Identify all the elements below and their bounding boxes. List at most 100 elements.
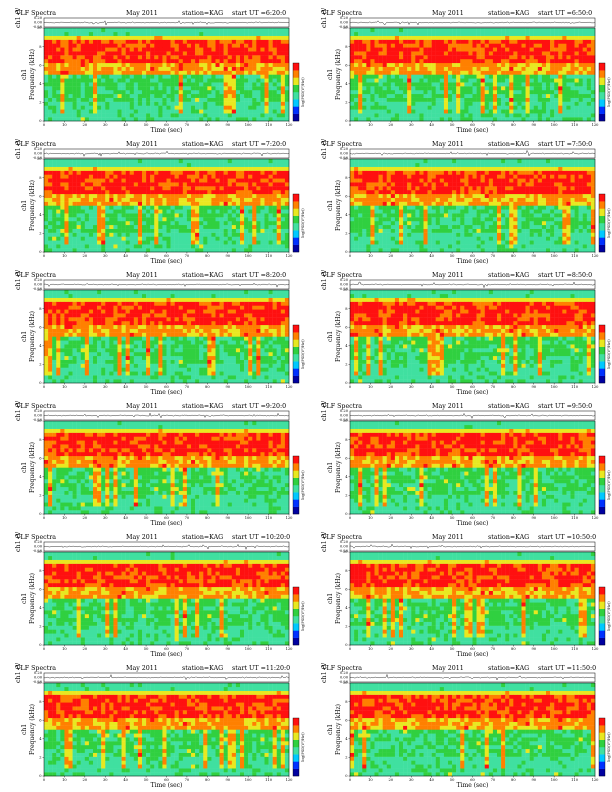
- spectrogram-cell: [415, 55, 420, 60]
- spectrogram-cell: [244, 74, 249, 79]
- spectrogram-cell: [125, 28, 130, 33]
- spectrogram-cell: [378, 82, 383, 87]
- spectrogram-cell: [97, 228, 102, 233]
- spectrogram-cell: [358, 182, 363, 187]
- spectrogram-cell: [362, 248, 367, 253]
- spectrogram-cell: [76, 82, 81, 87]
- spectrogram-cell: [68, 182, 73, 187]
- spectrogram-cell: [142, 186, 147, 191]
- spectrogram-cell: [60, 117, 65, 122]
- trace-ylabel: ch1 (V): [321, 139, 328, 159]
- spectrogram-cell: [117, 113, 122, 118]
- spectrogram-cell: [358, 232, 363, 237]
- spectrogram-cell: [488, 86, 494, 91]
- spectrogram-cell: [68, 221, 73, 226]
- spectrogram-cell: [117, 244, 122, 249]
- spectrogram-cell: [125, 170, 130, 175]
- spectrogram-cell: [488, 78, 494, 83]
- spectrogram-cell: [497, 62, 502, 67]
- spectrogram-cell: [97, 174, 102, 179]
- spectrogram-cell: [272, 159, 277, 164]
- spectrogram-cell: [244, 109, 249, 114]
- spectrogram-cell: [240, 39, 245, 44]
- spectrogram-cell: [52, 236, 57, 241]
- spectrogram-cell: [195, 70, 200, 75]
- spectrogram-cell: [284, 174, 290, 179]
- spectrogram-cell: [146, 86, 151, 91]
- spectrogram-cell: [399, 90, 404, 95]
- spectrogram-cell: [566, 28, 571, 33]
- spectrogram-cell: [109, 35, 114, 40]
- spectrogram-cell: [109, 62, 114, 67]
- spectrogram-cell: [394, 232, 400, 237]
- spectrogram-cell: [578, 82, 583, 87]
- spectrogram-cell: [394, 221, 400, 226]
- spectrogram-cell: [256, 97, 261, 102]
- spectrogram-cell: [80, 47, 86, 52]
- spectrogram-cell: [146, 117, 151, 122]
- spectrogram-cell: [280, 101, 286, 106]
- spectrogram-cell: [182, 205, 188, 210]
- spectrogram-cell: [574, 113, 579, 118]
- spectrogram-cell: [182, 59, 188, 64]
- spectrogram-cell: [142, 166, 147, 171]
- spectrogram-cell: [578, 101, 583, 106]
- spectrogram-cell: [195, 113, 200, 118]
- spectrogram-cell: [142, 28, 147, 33]
- spectrogram-cell: [158, 186, 163, 191]
- spectrogram-cell: [117, 213, 122, 218]
- spectrogram-cell: [374, 213, 379, 218]
- spectrogram-cell: [150, 186, 155, 191]
- spectrogram-cell: [529, 59, 534, 64]
- spectrogram-cell: [521, 93, 526, 98]
- spectrogram-cell: [256, 35, 261, 40]
- spectrogram-cell: [93, 66, 98, 71]
- spectrogram-cell: [80, 197, 86, 202]
- spectrogram-cell: [121, 166, 126, 171]
- spectrogram-cell: [378, 101, 383, 106]
- spectrogram-cell: [133, 170, 139, 175]
- spectrogram-cell: [586, 55, 592, 60]
- spectrogram-cell: [374, 86, 379, 91]
- spectrogram-cell: [272, 39, 277, 44]
- spectrogram-cell: [195, 205, 200, 210]
- spectrogram-cell: [186, 78, 192, 83]
- spectrogram-cell: [399, 78, 404, 83]
- spectrogram-cell: [386, 240, 392, 245]
- spectrogram-cell: [419, 166, 424, 171]
- spectrogram-cell: [415, 82, 420, 87]
- spectrogram-xtick-label: 60: [470, 123, 475, 127]
- spectrogram-cell: [68, 197, 73, 202]
- spectrogram-cell: [158, 236, 163, 241]
- spectrogram-cell: [76, 236, 81, 241]
- spectrogram-cell: [158, 193, 163, 198]
- spectrogram-cell: [256, 55, 261, 60]
- spectrogram-cell: [101, 51, 106, 56]
- spectrogram-cell: [207, 209, 212, 214]
- spectrogram-cell: [484, 39, 490, 44]
- spectrogram-cell: [411, 244, 416, 249]
- spectrogram-cell: [374, 113, 379, 118]
- spectrogram-cell: [146, 201, 151, 206]
- spectrogram-ytick-label: 2: [39, 232, 41, 236]
- spectrogram-cell: [191, 197, 196, 202]
- spectrogram-cell: [121, 197, 126, 202]
- spectrogram-cell: [415, 105, 420, 110]
- spectrogram-cell: [72, 39, 77, 44]
- spectrogram-cell: [399, 93, 404, 98]
- spectrogram-cell: [435, 39, 441, 44]
- colorbar-swatch: [599, 106, 605, 114]
- spectrogram-cell: [178, 193, 184, 198]
- spectrogram-cell: [394, 182, 400, 187]
- spectrogram-cell: [484, 55, 490, 60]
- spectrogram-cell: [382, 62, 387, 67]
- trace-ylabel: ch1 (V): [15, 8, 22, 28]
- spectrogram-cell: [199, 35, 204, 40]
- spectrogram-cell: [268, 93, 273, 98]
- spectrogram-cell: [52, 28, 57, 33]
- spectrogram-cell: [378, 162, 383, 167]
- spectrogram-cell: [146, 197, 151, 202]
- spectrogram-cell: [431, 86, 436, 91]
- spectrogram-cell: [366, 244, 371, 249]
- spectrogram-cell: [370, 105, 375, 110]
